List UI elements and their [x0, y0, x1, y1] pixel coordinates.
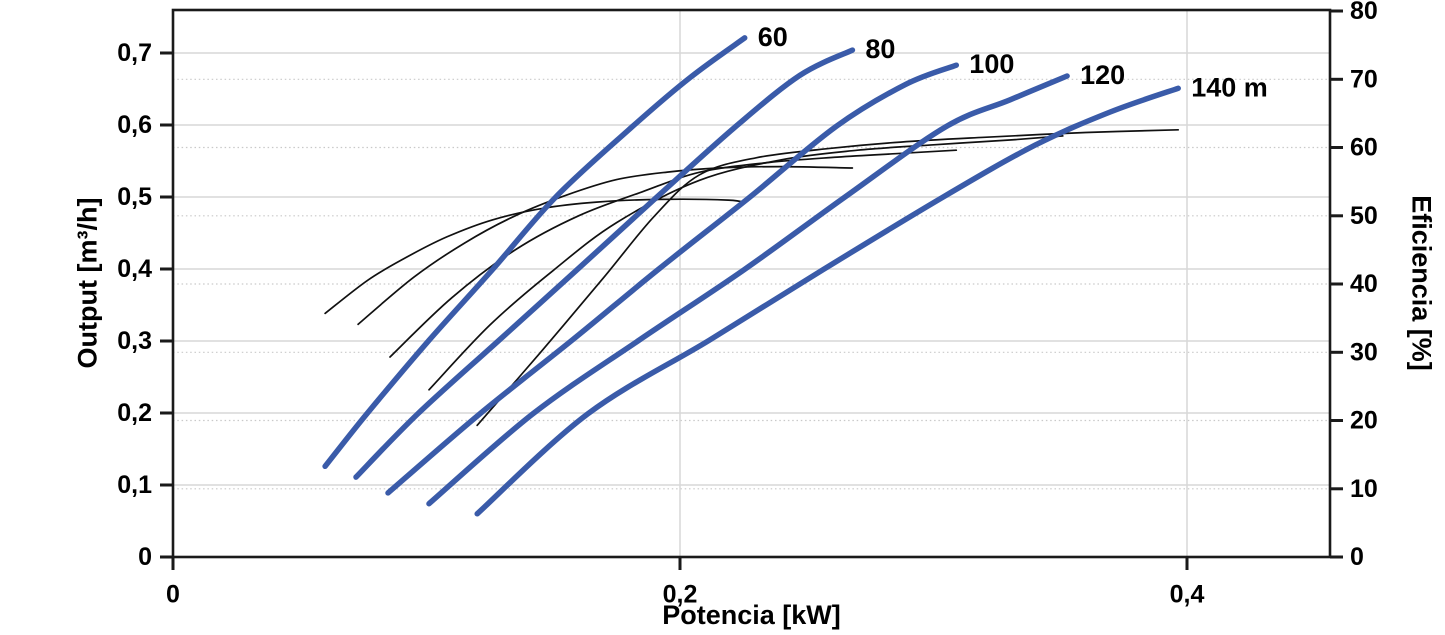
series-eff-100 [389, 149, 958, 358]
y-axis-right-title: Eficiencia [%] [1406, 195, 1437, 371]
tick-label-left: 0,6 [117, 111, 152, 139]
series-head-100 [385, 62, 960, 496]
tick-label-left: 0,7 [117, 39, 152, 67]
y-axis-left-title: Output [m³/h] [72, 197, 103, 369]
gridlines [173, 10, 1330, 557]
tick-label-left: 0,2 [117, 399, 152, 427]
tick-label-right: 30 [1350, 338, 1378, 366]
series-head-80 [353, 47, 856, 480]
tick-label-bottom: 0,4 [1170, 581, 1205, 609]
tick-label-bottom: 0 [166, 581, 180, 609]
curve-label-head-100: 100 [969, 49, 1014, 79]
tick-label-left: 0,5 [117, 183, 152, 211]
curve-label-head-140: 140 m [1191, 72, 1268, 102]
tick-label-right: 50 [1350, 202, 1378, 230]
tick-label-right: 20 [1350, 407, 1378, 435]
tick-label-right: 10 [1350, 475, 1378, 503]
tick-label-left: 0,4 [117, 255, 152, 283]
series-head-140 [474, 85, 1181, 517]
tick-label-right: 80 [1350, 0, 1378, 25]
x-axis-title: Potencia [kW] [662, 600, 841, 630]
tick-label-right: 60 [1350, 134, 1378, 162]
axis-ticks: 0 0,1 0,2 0,3 0,4 0,5 0,6 0,7 0 10 20 30 40 50 60 70 80 0… [117, 0, 1378, 609]
tick-label-left: 0,1 [117, 471, 152, 499]
series-head-120 [426, 73, 1070, 507]
tick-label-right: 40 [1350, 270, 1378, 298]
tick-label-right: 70 [1350, 65, 1378, 93]
curve-label-head-120: 120 [1080, 60, 1125, 90]
tick-label-bottom: 0,2 [663, 581, 698, 609]
series-eff-140 [476, 128, 1180, 427]
tick-label-right: 0 [1350, 543, 1364, 571]
series-eff-120 [428, 135, 1064, 391]
series-eff-80 [357, 165, 854, 326]
series-head-60 [322, 35, 748, 470]
curve-label-head-80: 80 [865, 34, 895, 64]
curve-label-head-60: 60 [758, 22, 788, 52]
tick-label-left: 0,3 [117, 327, 152, 355]
plot-frame [171, 8, 1332, 559]
tick-label-left: 0 [138, 543, 152, 571]
